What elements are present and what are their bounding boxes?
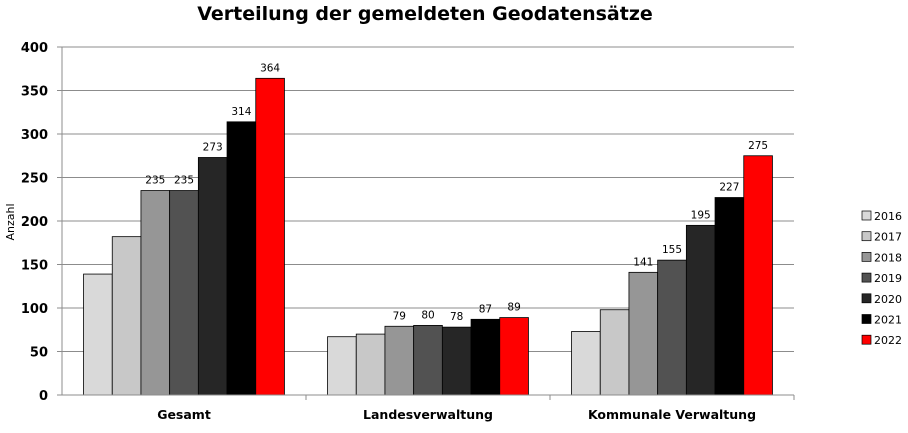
data-label: 275 bbox=[748, 140, 768, 152]
bar-2021 bbox=[226, 121, 257, 396]
data-label: 155 bbox=[662, 244, 682, 256]
data-label: 235 bbox=[174, 175, 194, 187]
y-tick-label: 300 bbox=[21, 128, 48, 143]
bar-2017 bbox=[599, 309, 630, 396]
y-tick-label: 400 bbox=[21, 41, 48, 56]
bar-2016 bbox=[327, 336, 357, 396]
data-label: 87 bbox=[479, 303, 492, 315]
bar-2019 bbox=[657, 259, 687, 396]
y-tick-label: 50 bbox=[30, 346, 48, 361]
bar-2019 bbox=[413, 324, 443, 396]
data-label: 79 bbox=[393, 310, 406, 322]
bars bbox=[83, 77, 773, 396]
bar-2017 bbox=[111, 236, 142, 396]
data-label: 273 bbox=[203, 141, 223, 153]
legend-swatch bbox=[861, 314, 872, 324]
data-label: 141 bbox=[633, 256, 653, 268]
legend-swatch bbox=[861, 252, 872, 262]
data-label: 78 bbox=[450, 311, 463, 323]
y-tick-label: 100 bbox=[21, 302, 48, 317]
chart-title: Verteilung der gemeldeten Geodatensätze bbox=[197, 3, 653, 25]
legend-swatch bbox=[861, 272, 872, 283]
category-label: Gesamt bbox=[157, 407, 211, 422]
legend: 2016 2017 2018 2019 2020 2021 2022 bbox=[861, 210, 902, 347]
bar-2022 bbox=[499, 317, 529, 396]
legend-label: 2017 bbox=[874, 231, 902, 244]
data-label: 314 bbox=[231, 106, 251, 118]
y-tick-label: 150 bbox=[21, 259, 48, 274]
category-label: Landesverwaltung bbox=[363, 407, 493, 422]
bar-2021 bbox=[470, 318, 501, 396]
legend-swatch bbox=[861, 231, 872, 242]
bar-2016 bbox=[571, 331, 601, 396]
bar-2019 bbox=[169, 190, 199, 396]
category-label: Kommunale Verwaltung bbox=[588, 407, 756, 422]
data-label: 89 bbox=[507, 302, 520, 314]
data-labels: 235 235 273 314 364 79 80 78 87 89 141 155 195 227 275 bbox=[145, 62, 768, 323]
y-tick-labels: 0 50 100 150 200 250 300 350 400 bbox=[21, 41, 48, 404]
bar-2018 bbox=[140, 190, 171, 396]
data-label: 227 bbox=[719, 182, 739, 194]
data-label: 364 bbox=[260, 62, 280, 74]
y-tick-label: 250 bbox=[21, 172, 48, 187]
legend-label: 2016 bbox=[874, 210, 902, 223]
bar-2018 bbox=[628, 271, 659, 396]
bar-2022 bbox=[255, 77, 285, 396]
category-labels: Gesamt Landesverwaltung Kommunale Verwaltu… bbox=[157, 407, 756, 422]
y-tick-label: 200 bbox=[21, 215, 48, 230]
bar-2018 bbox=[384, 325, 415, 396]
legend-label: 2018 bbox=[874, 251, 902, 264]
legend-label: 2021 bbox=[874, 314, 902, 327]
data-label: 235 bbox=[145, 175, 165, 187]
y-axis-label: Anzahl bbox=[4, 203, 17, 240]
legend-label: 2020 bbox=[874, 293, 902, 306]
legend-swatch bbox=[861, 210, 872, 221]
y-tick-label: 0 bbox=[39, 389, 48, 404]
axes bbox=[57, 46, 795, 400]
data-label: 80 bbox=[421, 309, 434, 321]
legend-label: 2022 bbox=[874, 334, 902, 347]
data-label: 195 bbox=[691, 209, 711, 221]
bar-2020 bbox=[197, 157, 228, 396]
bar-2016 bbox=[83, 273, 113, 396]
bar-2017 bbox=[355, 333, 386, 396]
y-tick-label: 350 bbox=[21, 85, 48, 100]
bar-2021 bbox=[714, 197, 745, 396]
bar-2020 bbox=[441, 326, 472, 396]
legend-swatch bbox=[861, 334, 872, 345]
legend-swatch bbox=[861, 293, 872, 304]
bar-2020 bbox=[685, 224, 716, 396]
bar-2022 bbox=[743, 155, 773, 396]
legend-label: 2019 bbox=[874, 272, 902, 285]
